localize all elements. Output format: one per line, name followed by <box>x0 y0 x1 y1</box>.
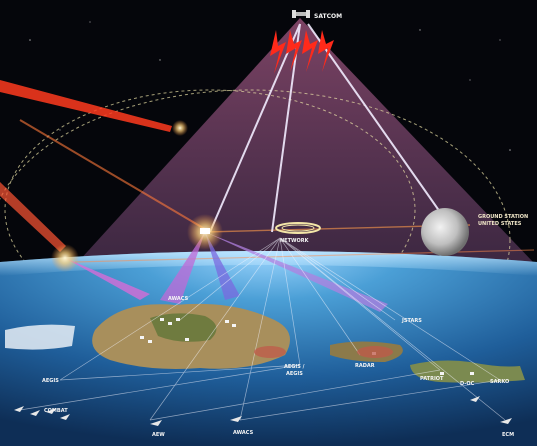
radar-label: RADAR <box>355 363 375 369</box>
satcom-downlinks <box>209 23 441 233</box>
awacs-bottom-label: AWACS <box>233 430 254 436</box>
network-lines <box>19 237 506 421</box>
network-ring-inner <box>281 224 315 232</box>
aircraft-icons <box>14 396 512 426</box>
ground-station-sublabel: UNITED STATES <box>478 221 522 227</box>
stars <box>29 21 511 151</box>
jstars-label: JSTARS <box>401 318 422 324</box>
ground-link-beams <box>65 232 388 312</box>
aegis-center-label-2: AEGIS <box>286 371 303 377</box>
d-oc-label: D-OC <box>460 381 475 387</box>
aew-label: AEW <box>152 432 165 438</box>
satellite-icon <box>200 228 210 234</box>
satcom-satellite-icon <box>292 10 310 18</box>
moon-icon <box>421 208 469 256</box>
atmosphere-glow <box>0 251 537 276</box>
awacs-top-label: AWACS <box>168 296 189 302</box>
patriot-label: PATRIOT <box>420 376 444 382</box>
satcom-jammer-arrows <box>270 30 334 74</box>
radar-zone-center <box>254 346 286 358</box>
satellite-glow-left <box>51 244 79 272</box>
radar-zone-right <box>357 346 393 358</box>
satcom-coverage-cone <box>78 18 533 262</box>
ground-station-label: GROUND STATION <box>478 214 528 220</box>
combat-label: COMBAT <box>44 408 68 414</box>
satellite-glow-upper <box>172 120 188 136</box>
network-ring <box>275 222 321 234</box>
aegis-left-label: AEGIS <box>42 378 59 384</box>
sarko-label: SARKO <box>490 379 509 385</box>
ecm-label: ECM <box>502 432 514 438</box>
ring-label: NETWORK <box>280 238 310 244</box>
aegis-center-label-1: AEGIS / <box>284 364 305 370</box>
satcom-label: SATCOM <box>314 13 342 20</box>
